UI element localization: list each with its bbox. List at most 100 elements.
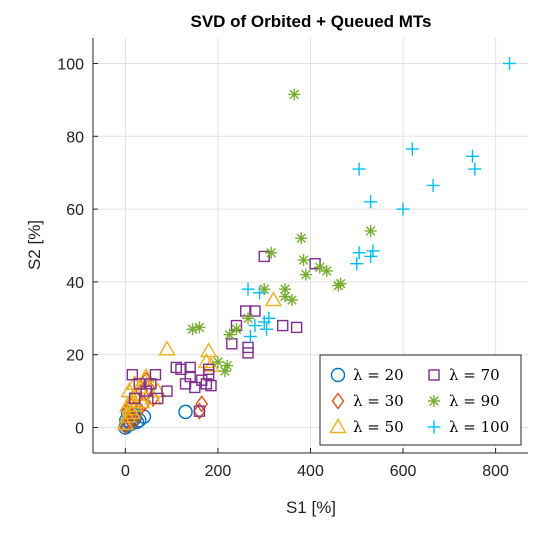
series-square bbox=[126, 250, 321, 417]
legend-marker-asterisk bbox=[428, 395, 440, 407]
data-point-asterisk bbox=[221, 359, 234, 372]
data-point-asterisk bbox=[193, 321, 206, 334]
data-point-asterisk bbox=[279, 283, 292, 296]
chart-title: SVD of Orbited + Queued MTs bbox=[190, 12, 431, 31]
legend-label: λ = 30 bbox=[353, 392, 404, 410]
data-point-square bbox=[184, 370, 196, 383]
x-tick-label: 200 bbox=[205, 463, 232, 480]
data-point-plus bbox=[364, 249, 378, 263]
x-tick-label: 800 bbox=[482, 463, 509, 480]
data-point-square bbox=[202, 363, 215, 375]
data-point-square bbox=[149, 369, 162, 381]
data-point-asterisk bbox=[242, 312, 255, 325]
data-point-plus bbox=[243, 330, 257, 344]
data-point-asterisk bbox=[299, 268, 312, 281]
data-point-plus bbox=[396, 202, 410, 216]
data-point-asterisk bbox=[285, 294, 298, 307]
data-point-plus bbox=[405, 142, 419, 156]
data-point-square bbox=[258, 250, 270, 263]
y-tick-label: 60 bbox=[66, 202, 84, 219]
data-point-plus bbox=[352, 246, 366, 260]
data-point-square bbox=[226, 338, 238, 350]
data-point-asterisk bbox=[320, 264, 333, 277]
data-point-triangle bbox=[158, 340, 176, 356]
data-point-plus bbox=[502, 56, 516, 70]
data-point-square bbox=[152, 392, 164, 405]
data-point-plus bbox=[426, 178, 440, 192]
data-point-asterisk bbox=[364, 224, 377, 237]
data-point-plus bbox=[352, 162, 366, 176]
data-point-plus bbox=[253, 286, 267, 300]
data-point-square bbox=[133, 378, 145, 390]
data-point-asterisk bbox=[230, 323, 243, 336]
legend-marker-diamond bbox=[331, 392, 345, 410]
data-point-plus bbox=[350, 257, 364, 271]
data-point-square bbox=[277, 319, 289, 332]
x-tick-label: 400 bbox=[297, 463, 324, 480]
legend: λ = 20 λ = 30 λ = 50 λ = 70 λ = 90 λ = 100 bbox=[319, 354, 522, 446]
y-tick-label: 100 bbox=[57, 56, 84, 73]
data-point-asterisk bbox=[223, 328, 236, 341]
data-points bbox=[116, 56, 516, 435]
data-point-triangle bbox=[132, 393, 151, 409]
data-point-triangle bbox=[199, 342, 218, 358]
data-point-square bbox=[128, 392, 141, 405]
legend-marker-plus bbox=[427, 420, 441, 434]
legend-label: λ = 70 bbox=[449, 366, 500, 384]
data-point-diamond bbox=[121, 415, 135, 433]
data-point-asterisk bbox=[297, 254, 310, 267]
data-point-triangle bbox=[123, 404, 142, 420]
legend-label: λ = 20 bbox=[353, 366, 404, 384]
data-point-triangle bbox=[116, 414, 135, 431]
data-point-square bbox=[184, 361, 196, 374]
data-point-plus bbox=[262, 311, 276, 325]
legend-marker-square bbox=[428, 369, 440, 381]
legend-label: λ = 100 bbox=[449, 418, 509, 436]
data-point-plus bbox=[260, 322, 274, 336]
data-point-square bbox=[242, 341, 254, 354]
series-plus bbox=[241, 56, 516, 344]
series-asterisk bbox=[186, 88, 377, 378]
y-axis-label: S2 [%] bbox=[25, 220, 44, 270]
data-point-plus bbox=[248, 319, 262, 333]
data-point-plus bbox=[241, 282, 255, 296]
legend-marker-triangle bbox=[329, 418, 347, 434]
x-axis-label: S1 [%] bbox=[286, 498, 336, 517]
data-point-square bbox=[161, 385, 173, 397]
data-point-plus bbox=[465, 149, 479, 163]
data-point-square bbox=[290, 321, 303, 334]
data-point-square bbox=[193, 405, 206, 417]
axes: 0 200 400 600 800 0 20 40 60 80 100 bbox=[57, 38, 528, 480]
data-point-triangle bbox=[264, 291, 283, 307]
x-tick-label: 0 bbox=[121, 463, 130, 480]
y-tick-label: 40 bbox=[66, 275, 84, 292]
data-point-asterisk bbox=[211, 355, 224, 368]
data-point-plus bbox=[364, 195, 378, 209]
data-point-plus bbox=[366, 244, 380, 258]
legend-label: λ = 50 bbox=[353, 418, 404, 436]
legend-box bbox=[319, 354, 522, 446]
data-point-circle bbox=[132, 413, 147, 428]
data-point-triangle bbox=[118, 407, 137, 423]
y-tick-label: 80 bbox=[66, 129, 84, 146]
data-point-asterisk bbox=[295, 232, 308, 245]
legend-marker-circle bbox=[330, 367, 346, 383]
x-tick-label: 600 bbox=[390, 463, 417, 480]
data-point-diamond bbox=[195, 395, 209, 413]
data-point-circle bbox=[178, 404, 193, 420]
data-point-plus bbox=[468, 162, 482, 176]
legend-label: λ = 90 bbox=[449, 392, 500, 410]
data-point-square bbox=[126, 369, 139, 381]
y-tick-label: 20 bbox=[66, 348, 84, 365]
data-point-square bbox=[189, 381, 201, 394]
data-point-triangle bbox=[118, 396, 137, 412]
data-point-asterisk bbox=[288, 88, 301, 101]
data-point-square bbox=[205, 379, 217, 392]
data-point-asterisk bbox=[186, 323, 199, 336]
y-tick-label: 0 bbox=[75, 421, 84, 438]
data-point-square bbox=[249, 305, 261, 317]
data-point-square bbox=[175, 363, 187, 375]
data-point-asterisk bbox=[265, 246, 278, 259]
